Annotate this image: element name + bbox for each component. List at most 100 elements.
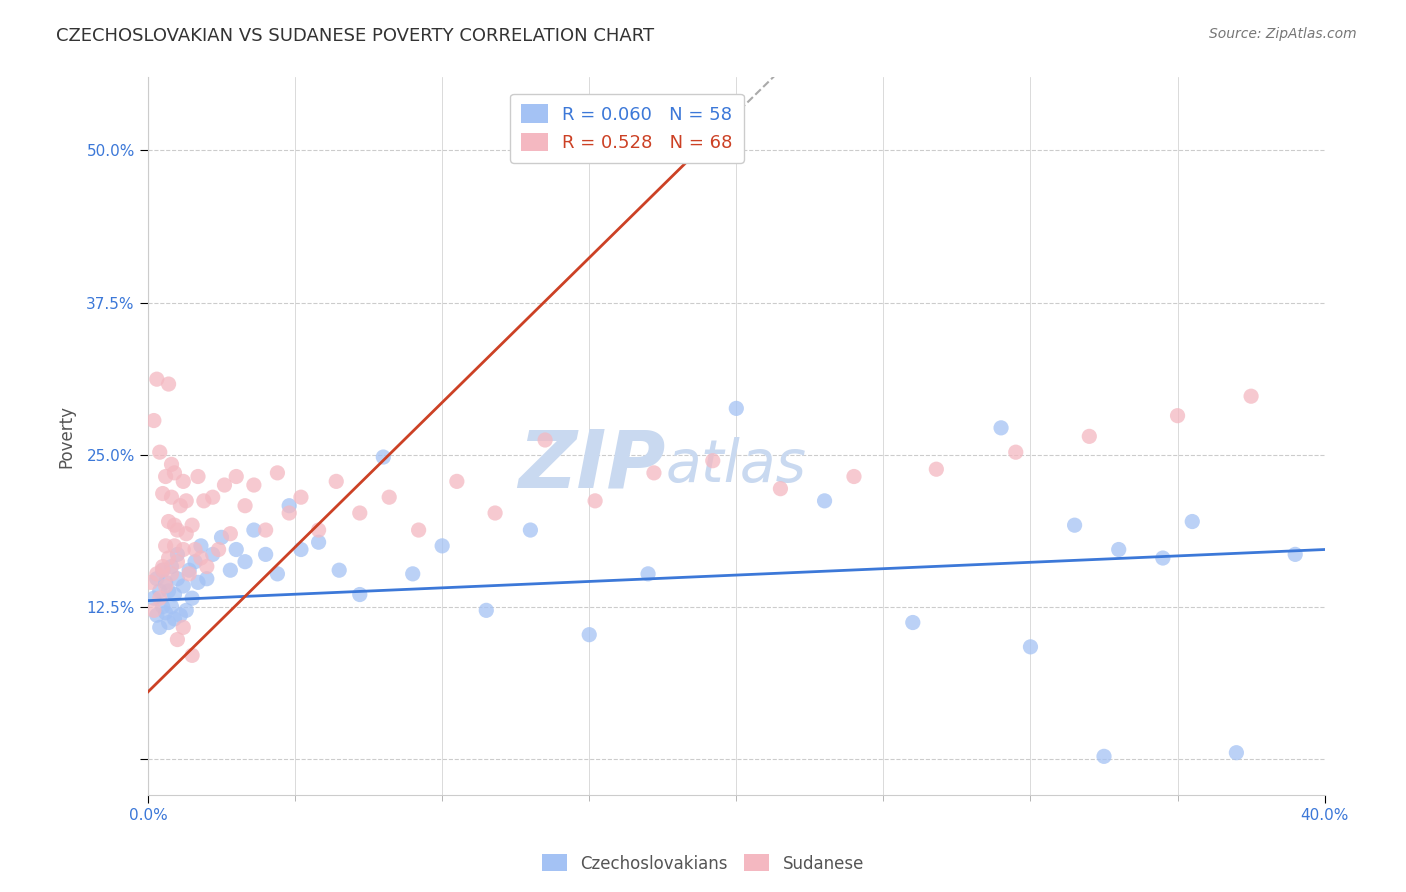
Point [181,591,204,606]
Point [243,523,266,537]
Point [169,608,191,623]
Point [219,563,242,577]
Point [990,421,1012,435]
Point [308,535,330,549]
Point [201,490,224,504]
Point [152,563,174,577]
Point [193,493,215,508]
Point [160,566,183,581]
Point [278,499,301,513]
Point [160,458,183,472]
Point [163,518,186,533]
Point [155,606,177,620]
Point [214,478,236,492]
Point [172,542,194,557]
Point [225,469,247,483]
Point [378,490,401,504]
Point [207,542,229,557]
Point [187,469,209,483]
Point [308,523,330,537]
Point [901,615,924,630]
Point [637,566,659,581]
Point [146,372,169,386]
Text: Source: ZipAtlas.com: Source: ZipAtlas.com [1209,27,1357,41]
Point [190,539,212,553]
Point [157,377,180,392]
Point [155,539,177,553]
Point [190,551,212,566]
Point [160,559,183,574]
Point [187,575,209,590]
Point [1019,640,1042,654]
Point [174,526,197,541]
Point [146,608,169,623]
Point [578,628,600,642]
Point [290,490,312,504]
Point [181,648,204,663]
Point [181,518,204,533]
Point [142,413,165,427]
Point [184,555,207,569]
Point [149,591,172,606]
Point [146,566,169,581]
Point [166,523,188,537]
Point [328,563,350,577]
Point [163,588,186,602]
Point [519,523,541,537]
Point [155,575,177,590]
Point [157,583,180,598]
Point [1225,746,1247,760]
Point [157,615,180,630]
Point [583,493,606,508]
Point [402,566,425,581]
Point [149,445,172,459]
Text: CZECHOSLOVAKIAN VS SUDANESE POVERTY CORRELATION CHART: CZECHOSLOVAKIAN VS SUDANESE POVERTY CORR… [56,27,654,45]
Point [1092,749,1115,764]
Point [1078,429,1101,443]
Point [349,506,371,520]
Point [1004,445,1026,459]
Point [219,526,242,541]
Point [201,548,224,562]
Point [152,563,174,577]
Point [290,542,312,557]
Point [152,486,174,500]
Point [484,506,506,520]
Point [155,579,177,593]
Point [172,620,194,634]
Point [1152,551,1174,566]
Point [254,523,277,537]
Point [349,588,371,602]
Point [725,401,748,416]
Point [142,603,165,617]
Point [166,548,188,562]
Point [163,539,186,553]
Point [266,466,288,480]
Point [179,563,201,577]
Legend: Czechoslovakians, Sudanese: Czechoslovakians, Sudanese [536,847,870,880]
Point [152,599,174,614]
Text: atlas: atlas [665,436,807,493]
Point [166,632,188,647]
Point [149,620,172,634]
Point [233,555,256,569]
Point [169,499,191,513]
Legend: R = 0.060   N = 58, R = 0.528   N = 68: R = 0.060 N = 58, R = 0.528 N = 68 [510,94,744,163]
Point [266,566,288,581]
Point [243,478,266,492]
Point [211,530,233,544]
Point [925,462,948,476]
Point [1167,409,1189,423]
Point [446,475,468,489]
Point [195,572,218,586]
Point [155,469,177,483]
Point [160,490,183,504]
Point [174,603,197,617]
Point [149,583,172,598]
Point [184,542,207,557]
Point [172,475,194,489]
Point [225,542,247,557]
Point [769,482,792,496]
Y-axis label: Poverty: Poverty [58,405,75,468]
Point [174,493,197,508]
